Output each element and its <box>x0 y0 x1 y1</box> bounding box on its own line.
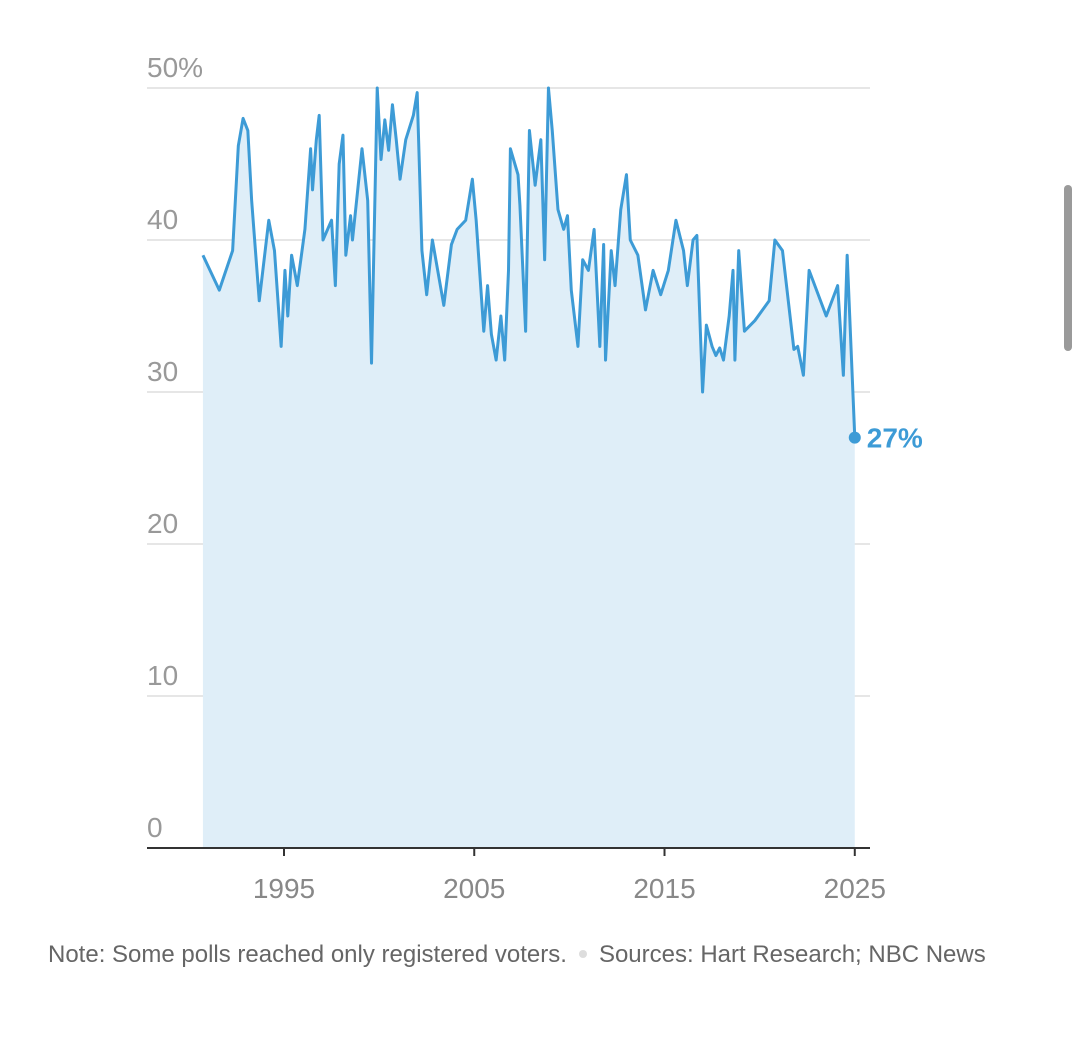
area <box>202 88 855 848</box>
y-tick-label: 50% <box>147 52 203 83</box>
x-tick-label: 2015 <box>633 873 695 904</box>
chart: 0 10 20 30 40 50% 1995 2005 2015 2025 27% <box>147 52 923 904</box>
x-tick-label: 2005 <box>443 873 505 904</box>
value-label: 27% <box>867 423 923 454</box>
y-tick-label: 20 <box>147 508 178 539</box>
footnote: Note: Some polls reached only registered… <box>48 932 1038 977</box>
separator <box>578 949 587 958</box>
end-point <box>848 431 861 444</box>
source: Sources: Hart Research; NBC News <box>598 941 986 968</box>
scrollbar[interactable] <box>1064 185 1072 351</box>
y-tick-label: 30 <box>147 356 178 387</box>
y-tick-label: 0 <box>147 812 163 843</box>
line <box>201 86 857 438</box>
y-tick-label: 10 <box>147 660 178 691</box>
x-tick-label: 1995 <box>253 873 315 904</box>
y-tick-label: 40 <box>147 204 178 235</box>
note: Note: Some polls reached only registered… <box>48 941 567 968</box>
x-tick-label: 2025 <box>824 873 886 904</box>
